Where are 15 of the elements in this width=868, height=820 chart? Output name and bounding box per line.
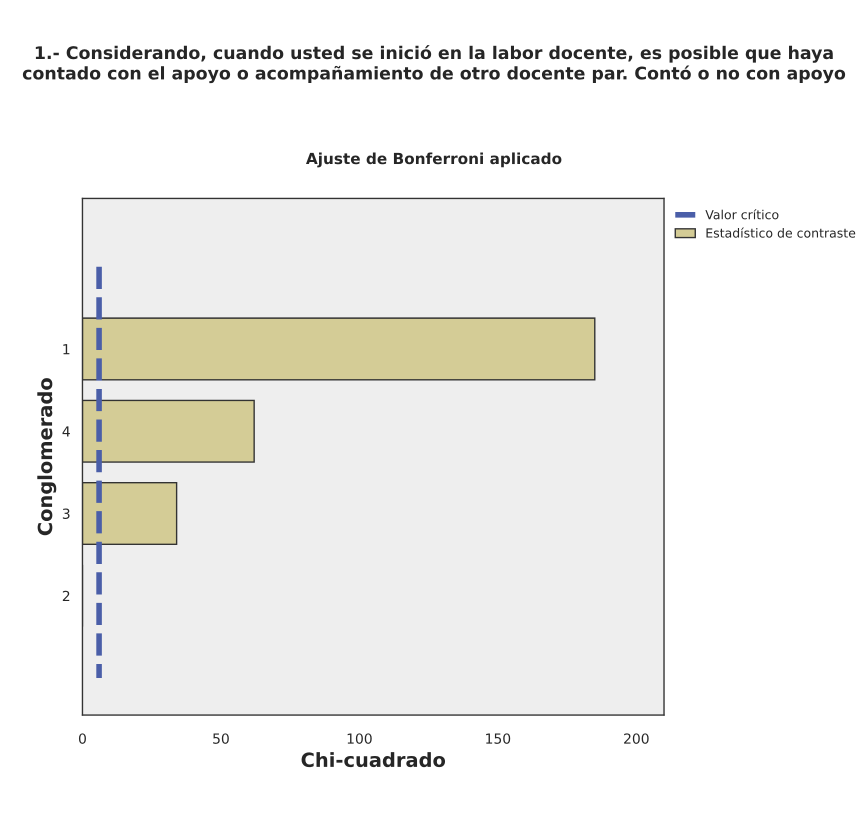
- chart-subtitle: Ajuste de Bonferroni aplicado: [306, 152, 562, 168]
- y-tick-label: 4: [62, 426, 70, 437]
- chart-title: 1.- Considerando, cuando usted se inició en la labor docente, es posible que haya contado con el apoyo o acompañamiento de otro docente par. Contó o no con apoyo: [22, 45, 846, 84]
- y-tick-label: 2: [62, 590, 70, 602]
- y-tick-label: 3: [62, 508, 70, 519]
- legend-label: Estadístico de contraste: [706, 228, 856, 238]
- x-tick-label: 150: [486, 733, 510, 744]
- x-tick-label: 0: [78, 733, 86, 744]
- y-axis-title: Conglomerado: [37, 378, 56, 536]
- x-tick-label: 100: [348, 733, 372, 744]
- y-tick-label: 1: [63, 344, 70, 354]
- x-tick-label: 50: [213, 733, 229, 744]
- x-tick-label: 200: [624, 733, 649, 744]
- legend-label: Valor crítico: [705, 209, 778, 220]
- x-axis-title: Chi-cuadrado: [302, 752, 446, 768]
